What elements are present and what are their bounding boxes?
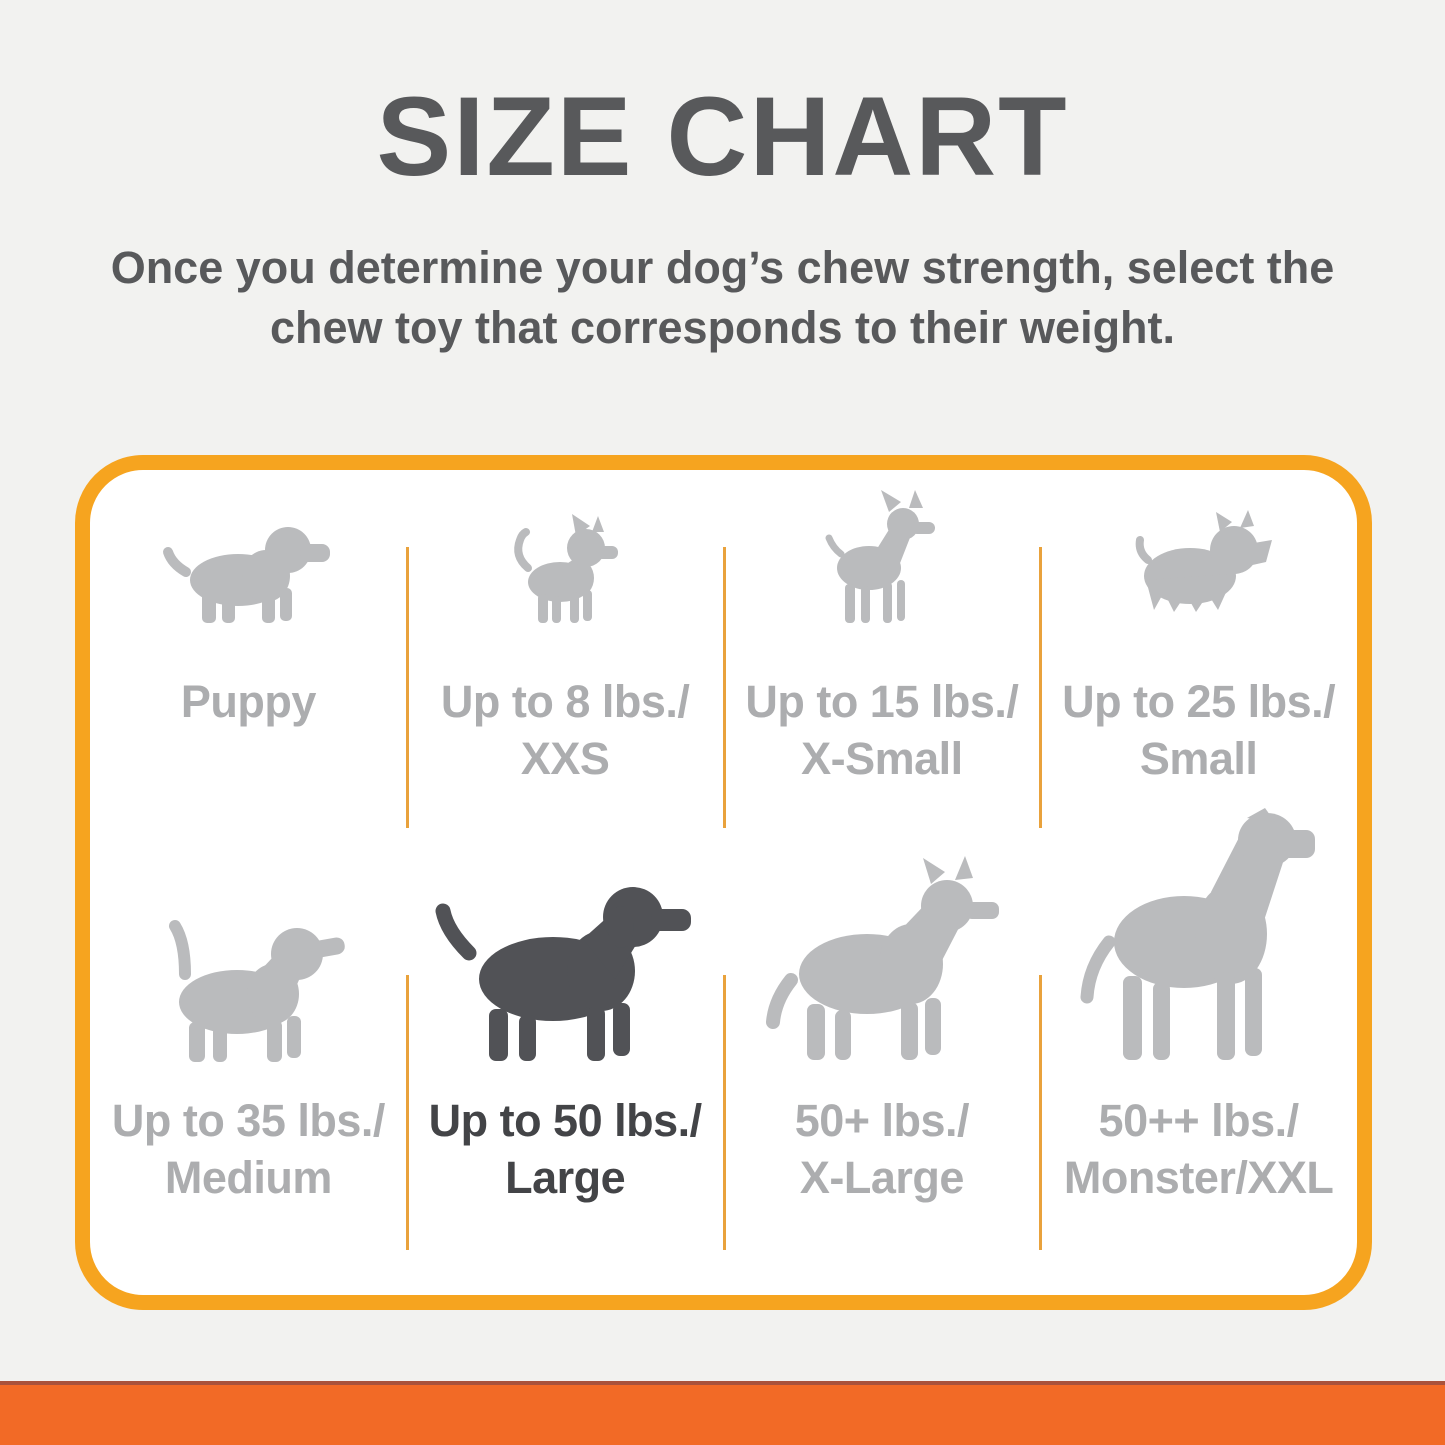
size-label: Up to 50 lbs./ Large: [428, 1095, 703, 1204]
size-chart-panel: Puppy: [75, 455, 1372, 1310]
size-label: Up to 25 lbs./ Small: [1062, 676, 1336, 785]
size-label: Up to 35 lbs./ Medium: [111, 1095, 386, 1204]
size-cell-xxs: Up to 8 lbs./ XXS: [405, 470, 724, 870]
size-cell-puppy: Puppy: [90, 470, 407, 870]
size-cell-large-highlighted: Up to 50 lbs./ Large: [405, 870, 724, 1295]
size-cell-x-large: 50+ lbs./ X-Large: [722, 856, 1041, 1295]
size-label: 50+ lbs./ X-Large: [794, 1095, 970, 1204]
page-title: SIZE CHART: [376, 74, 1069, 199]
page-subtitle: Once you determine your dog’s chew stren…: [33, 238, 1413, 358]
chihuahua-silhouette-icon: [513, 514, 618, 623]
size-label: Up to 8 lbs./ XXS: [440, 676, 690, 785]
bottom-accent-bar: [0, 1381, 1445, 1445]
size-cell-x-small: Up to 15 lbs./ X-Small: [722, 470, 1041, 870]
size-label: Up to 15 lbs./ X-Small: [745, 676, 1019, 785]
size-chart-grid: Puppy: [90, 470, 1357, 1295]
size-cell-monster-xxl: 50++ lbs./ Monster/XXL: [1039, 808, 1357, 1295]
puppy-silhouette-icon: [163, 527, 331, 623]
subtitle-line-1: Once you determine your dog’s chew stren…: [110, 242, 1335, 293]
great-dane-silhouette-icon: [1080, 808, 1315, 1060]
min-pin-silhouette-icon: [825, 490, 935, 623]
cattle-dog-silhouette-icon: [766, 856, 1000, 1060]
size-label: Puppy: [180, 676, 317, 727]
beagle-silhouette-icon: [168, 920, 345, 1062]
size-cell-medium: Up to 35 lbs./ Medium: [90, 870, 407, 1295]
subtitle-line-2: chew toy that corresponds to their weigh…: [269, 301, 1176, 353]
labrador-silhouette-icon: [435, 887, 691, 1061]
terrier-silhouette-icon: [1135, 510, 1272, 612]
size-label: 50++ lbs./ Monster/XXL: [1063, 1095, 1334, 1204]
size-cell-small: Up to 25 lbs./ Small: [1039, 470, 1357, 870]
